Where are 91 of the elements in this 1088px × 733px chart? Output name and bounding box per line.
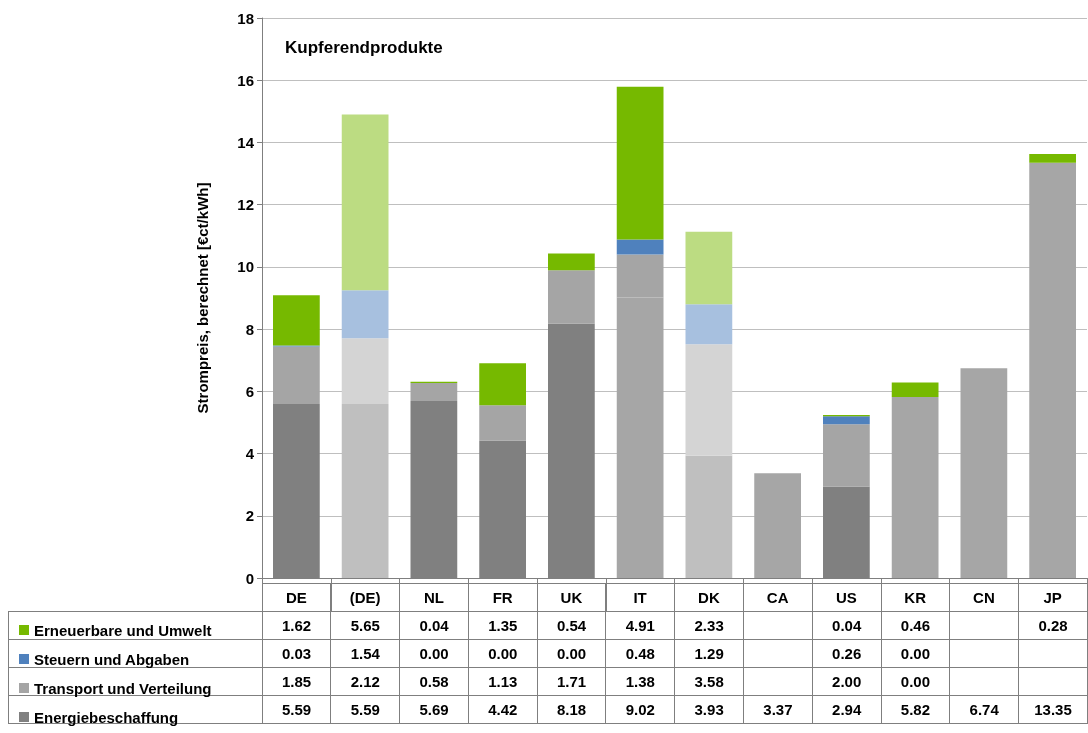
data-label: 2.33 <box>674 611 744 640</box>
data-label: 4.42 <box>468 695 538 724</box>
bar <box>685 231 733 305</box>
bar <box>341 338 389 405</box>
x-tick-label: KR <box>904 589 927 606</box>
data-label: 3.37 <box>743 695 813 724</box>
bar <box>479 405 526 441</box>
bar <box>616 239 664 255</box>
data-label: 6.74 <box>949 695 1019 724</box>
y-tick-label: 16 <box>237 71 254 89</box>
y-tick-label: 12 <box>237 196 254 214</box>
data-label: 5.82 <box>881 695 950 724</box>
x-tick-label: (DE) <box>349 589 381 606</box>
data-label: 1.62 <box>262 611 331 640</box>
data-label: 5.59 <box>262 695 331 724</box>
data-label: 9.02 <box>605 695 675 724</box>
bar <box>1029 162 1076 578</box>
data-label: 1.35 <box>468 611 538 640</box>
data-label: 13.35 <box>1018 695 1088 724</box>
bar <box>341 114 389 291</box>
x-tick-label: DK <box>698 589 720 606</box>
x-tick-label: CN <box>973 589 995 606</box>
data-label: 1.71 <box>537 667 606 696</box>
data-label: 0.00 <box>881 639 950 668</box>
data-label: 0.46 <box>881 611 950 640</box>
data-label: 3.58 <box>674 667 744 696</box>
y-tick-label: 2 <box>245 507 254 525</box>
legend-label: Transport und Verteilung <box>34 679 212 697</box>
bar <box>548 253 595 271</box>
bar <box>823 416 870 425</box>
data-label: 0.00 <box>537 639 606 668</box>
bar <box>754 473 801 578</box>
data-label: 0.00 <box>399 639 469 668</box>
data-label: 0.28 <box>1018 611 1088 640</box>
data-label: 8.18 <box>537 695 606 724</box>
y-tick-label: 8 <box>245 320 254 338</box>
y-tick-label: 6 <box>245 382 254 400</box>
bar <box>1029 153 1076 163</box>
x-tick-label: IT <box>633 589 647 606</box>
data-label: 4.91 <box>605 611 675 640</box>
data-label: 2.12 <box>330 667 400 696</box>
data-label: 1.85 <box>262 667 331 696</box>
y-tick-label: 14 <box>237 133 255 151</box>
data-label: 0.03 <box>262 639 331 668</box>
data-label: 0.58 <box>399 667 469 696</box>
data-label: 5.59 <box>330 695 400 724</box>
data-label: 1.54 <box>330 639 400 668</box>
y-tick-label: 0 <box>245 569 254 587</box>
data-label: 0.04 <box>812 611 882 640</box>
data-label: 1.13 <box>468 667 538 696</box>
bar <box>479 363 526 406</box>
bar <box>341 290 389 339</box>
bar <box>616 86 664 240</box>
bar <box>891 382 939 397</box>
y-axis-title: Strompreis, berechnet [€ct/kWh] <box>194 182 211 414</box>
bar <box>410 382 458 401</box>
data-label: 5.65 <box>330 611 400 640</box>
legend-label: Energiebeschaffung <box>34 708 179 726</box>
data-label: 0.54 <box>537 611 606 640</box>
bar <box>891 396 939 578</box>
legend-label: Erneuerbare und Umwelt <box>34 621 212 639</box>
bar <box>273 295 320 346</box>
x-tick-label: CA <box>766 589 789 606</box>
bar <box>685 344 733 456</box>
data-label: 0.04 <box>399 611 469 640</box>
bar <box>548 270 595 324</box>
x-tick-label: US <box>835 589 857 606</box>
x-tick-label: DE <box>285 589 307 606</box>
data-label: 5.69 <box>399 695 469 724</box>
legend-label: Steuern und Abgaben <box>34 650 190 668</box>
data-label: 0.00 <box>468 639 538 668</box>
bar <box>823 424 870 487</box>
data-label: 0.00 <box>881 667 950 696</box>
x-tick-label: UK <box>560 589 583 606</box>
data-label: 1.29 <box>674 639 744 668</box>
data-label: 0.48 <box>605 639 675 668</box>
data-label: 1.38 <box>605 667 675 696</box>
data-label: 3.93 <box>674 695 744 724</box>
x-tick-label: JP <box>1043 589 1062 606</box>
x-tick-label: NL <box>423 589 444 606</box>
y-tick-label: 10 <box>237 258 254 276</box>
bar <box>960 368 1008 578</box>
text: Kupferendprodukte <box>285 38 443 57</box>
bar <box>685 304 733 345</box>
data-label: 2.94 <box>812 695 882 724</box>
x-tick-label: FR <box>492 589 513 606</box>
y-tick-label: 18 <box>237 9 254 27</box>
y-tick-label: 4 <box>245 445 255 463</box>
data-label: 2.00 <box>812 667 882 696</box>
data-label: 0.26 <box>812 639 882 668</box>
bar <box>273 346 320 405</box>
